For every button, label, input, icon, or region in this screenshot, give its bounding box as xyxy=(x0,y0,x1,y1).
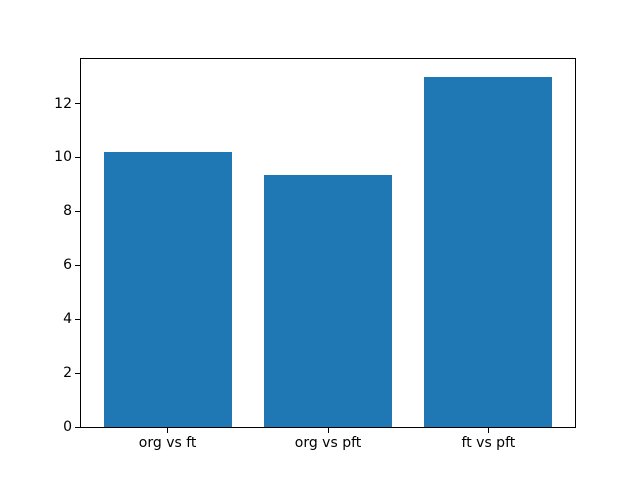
x-tick-label: org vs pft xyxy=(294,435,362,451)
y-tick-label: 10 xyxy=(54,149,72,166)
y-tick-label: 4 xyxy=(63,311,72,328)
y-tick-mark xyxy=(75,264,80,266)
y-tick-mark xyxy=(75,372,80,374)
bar-ft-vs-pft xyxy=(424,76,553,427)
y-tick-label: 12 xyxy=(54,95,72,112)
y-tick-mark xyxy=(75,318,80,320)
bar-org-vs-pft xyxy=(263,174,393,427)
y-tick-mark xyxy=(75,210,80,212)
x-tick-mark xyxy=(167,428,169,433)
x-tick-label: org vs ft xyxy=(138,435,197,451)
bar-org-vs-ft xyxy=(103,152,232,427)
y-tick-mark xyxy=(75,103,80,104)
y-tick-mark xyxy=(75,156,80,158)
x-tick-mark xyxy=(327,428,329,433)
x-tick-mark xyxy=(487,428,489,433)
x-tick-label: ft vs pft xyxy=(461,435,516,451)
y-tick-mark xyxy=(75,426,80,428)
y-tick-label: 6 xyxy=(63,257,72,274)
y-tick-label: 0 xyxy=(63,419,72,435)
plot-area: 0 2 4 6 8 10 12 org vs ft org vs pft ft vs pft xyxy=(54,58,576,450)
y-tick-label: 2 xyxy=(63,365,72,382)
y-tick-label: 8 xyxy=(63,203,72,220)
